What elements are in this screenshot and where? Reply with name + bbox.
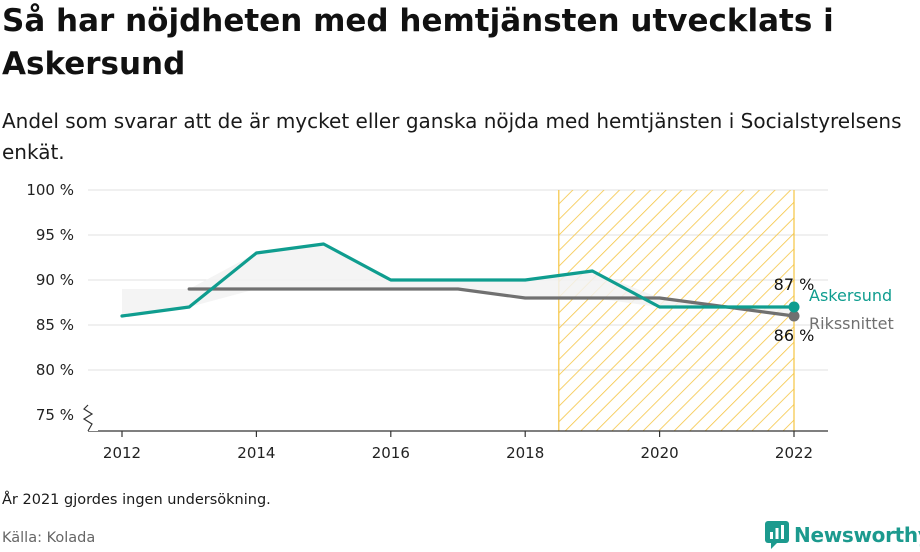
x-tick-label: 2022 xyxy=(775,444,813,462)
y-tick-label: 80 % xyxy=(36,361,74,379)
bar-chart-icon xyxy=(765,521,789,549)
rikssnittet-line xyxy=(187,287,796,318)
footnote: År 2021 gjordes ingen undersökning. xyxy=(2,492,271,508)
askersund-line xyxy=(120,242,796,318)
series-lines xyxy=(120,242,800,322)
y-tick-label: 85 % xyxy=(36,316,74,334)
x-tick-label: 2016 xyxy=(372,444,410,462)
y-tick-label: 100 % xyxy=(26,181,74,199)
source-text: Källa: Kolada xyxy=(2,530,96,546)
askersund-end-marker xyxy=(788,301,800,313)
rikssnittet-end-value: 86 % xyxy=(774,326,815,345)
y-tick-label: 95 % xyxy=(36,226,74,244)
page-title: Så har nöjdheten med hemtjänsten utveckl… xyxy=(2,3,834,82)
y-tick-label: 90 % xyxy=(36,271,74,289)
askersund-series-label: Askersund xyxy=(809,286,892,305)
y-tick-label: 75 % xyxy=(36,406,74,424)
x-tick-label: 2018 xyxy=(506,444,544,462)
brand-name: Newsworthy xyxy=(794,523,920,547)
axis-break-icon xyxy=(82,404,94,432)
askersund-end-value: 87 % xyxy=(774,275,815,294)
x-tick-label: 2014 xyxy=(237,444,275,462)
axis-break-mask xyxy=(80,404,98,431)
rikssnittet-end-marker xyxy=(788,310,800,322)
page-subtitle: Andel som svarar att de är mycket eller … xyxy=(2,109,902,164)
rikssnittet-series-label: Rikssnittet xyxy=(809,314,894,333)
axes: 75 % 80 % 85 % 90 % 95 % 100 % 2012 2014 2016 201… xyxy=(26,181,828,462)
newsworthy-logo: Newsworthy xyxy=(765,520,920,550)
end-labels: 87 % 86 % Askersund Rikssnittet xyxy=(774,275,894,345)
x-tick-label: 2012 xyxy=(103,444,141,462)
x-tick-label: 2020 xyxy=(641,444,679,462)
